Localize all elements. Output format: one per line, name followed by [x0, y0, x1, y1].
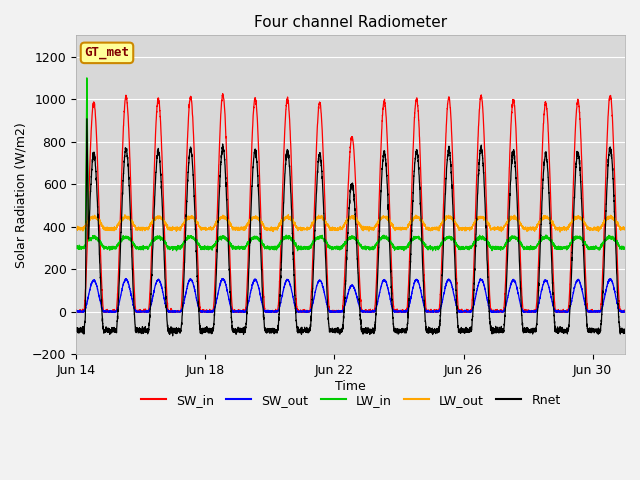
LW_out — [160, 218, 168, 224]
Text: GT_met: GT_met — [84, 47, 129, 60]
Line: Rnet: Rnet — [76, 119, 625, 336]
X-axis label: Time: Time — [335, 380, 366, 393]
SW_in — [160, 209, 168, 215]
LW_out — [284, 212, 292, 217]
LW_out — [404, 224, 412, 229]
LW_out — [621, 225, 629, 231]
Rnet — [160, 243, 168, 249]
SW_out — [404, 307, 412, 312]
Title: Four channel Radiometer: Four channel Radiometer — [254, 15, 447, 30]
LW_in — [173, 248, 180, 254]
LW_in — [621, 244, 629, 250]
Line: SW_in: SW_in — [76, 94, 625, 312]
Rnet — [83, 116, 91, 121]
Y-axis label: Solar Radiation (W/m2): Solar Radiation (W/m2) — [15, 122, 28, 268]
LW_out — [122, 215, 130, 220]
SW_out — [621, 309, 629, 314]
LW_in — [410, 237, 417, 242]
LW_in — [83, 75, 91, 81]
Line: LW_in: LW_in — [76, 78, 625, 251]
LW_in — [465, 246, 472, 252]
LW_out — [72, 227, 80, 232]
LW_in — [187, 233, 195, 239]
LW_in — [72, 245, 80, 251]
SW_in — [187, 95, 195, 101]
Line: SW_out: SW_out — [76, 278, 625, 312]
SW_out — [187, 277, 195, 283]
SW_in — [410, 134, 417, 140]
LW_in — [160, 238, 168, 243]
LW_in — [122, 235, 130, 240]
SW_out — [160, 294, 168, 300]
Rnet — [187, 145, 195, 151]
SW_out — [72, 309, 80, 315]
Rnet — [621, 328, 629, 334]
SW_out — [410, 283, 417, 289]
SW_out — [122, 276, 130, 282]
LW_out — [187, 214, 195, 220]
SW_out — [219, 276, 227, 281]
LW_out — [410, 215, 417, 221]
SW_in — [621, 308, 629, 314]
Rnet — [404, 319, 412, 324]
Rnet — [465, 329, 472, 335]
LW_in — [404, 244, 412, 250]
SW_in — [465, 309, 472, 315]
LW_out — [465, 226, 472, 231]
SW_in — [122, 95, 130, 101]
Rnet — [410, 180, 417, 186]
LW_out — [556, 229, 564, 235]
Rnet — [169, 333, 177, 339]
Line: LW_out: LW_out — [76, 215, 625, 232]
Rnet — [122, 147, 130, 153]
SW_out — [465, 309, 472, 314]
Rnet — [72, 327, 80, 333]
Legend: SW_in, SW_out, LW_in, LW_out, Rnet: SW_in, SW_out, LW_in, LW_out, Rnet — [136, 389, 566, 412]
SW_in — [219, 91, 227, 96]
SW_in — [74, 309, 81, 315]
SW_in — [404, 297, 412, 302]
SW_in — [72, 309, 80, 314]
